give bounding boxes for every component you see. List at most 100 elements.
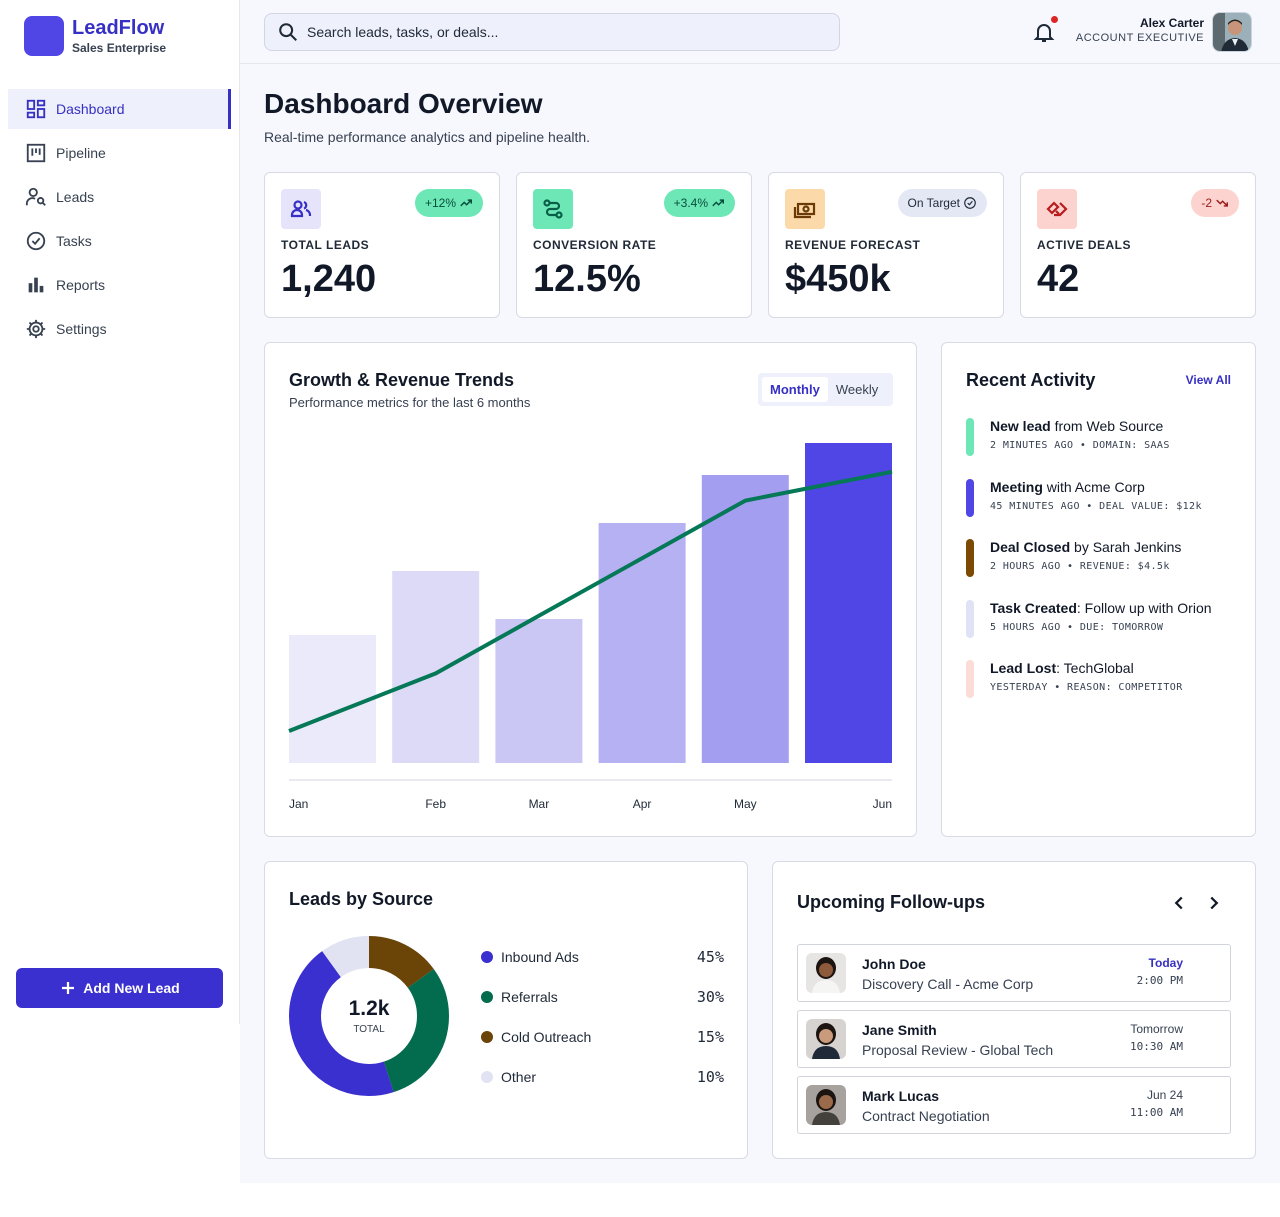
period-toggle: Monthly Weekly [758, 373, 893, 406]
chart-bar-may[interactable] [701, 475, 789, 763]
sidebar-item-leads[interactable]: Leads [8, 177, 231, 217]
stat-label: TOTAL LEADS [281, 238, 370, 252]
growth-trends-subtitle: Performance metrics for the last 6 month… [289, 395, 531, 410]
activity-title-rest: : TechGlobal [1056, 660, 1134, 676]
sidebar-item-settings[interactable]: Settings [8, 309, 231, 349]
activity-indicator [966, 600, 974, 638]
recent-activity-card: Recent Activity View All New lead from W… [941, 342, 1256, 837]
chart-bar-jan[interactable] [289, 635, 376, 763]
stat-value: 12.5% [533, 258, 641, 300]
chevron-left-icon[interactable] [1168, 892, 1190, 914]
sidebar-item-label: Pipeline [56, 145, 106, 161]
stat-badge-text: +3.4% [673, 196, 708, 210]
followup-time: 11:00 AM [1130, 1106, 1183, 1119]
chevron-right-icon[interactable] [1203, 892, 1225, 914]
contact-avatar [806, 1019, 846, 1059]
brand-subtitle: Sales Enterprise [72, 41, 167, 55]
upcoming-followups-card: Upcoming Follow-ups John Doe Discovery Ca… [772, 861, 1256, 1159]
sidebar-item-reports[interactable]: Reports [8, 265, 231, 305]
growth-trends-card: Growth & Revenue Trends Performance metr… [264, 342, 917, 837]
followup-row[interactable]: Mark Lucas Contract Negotiation Jun 24 11:0… [797, 1076, 1231, 1134]
legend-item: Referrals 30% [481, 987, 724, 1007]
brand-logo [24, 16, 64, 56]
followup-task: Discovery Call - Acme Corp [862, 976, 1034, 992]
chart-bar-feb[interactable] [392, 571, 480, 763]
activity-item[interactable]: Lead Lost: TechGlobal YESTERDAY • REASON:… [966, 660, 1236, 700]
stat-badge: +3.4% [663, 189, 735, 217]
search-input[interactable] [307, 24, 827, 40]
contact-name: Mark Lucas [862, 1088, 940, 1104]
followup-row[interactable]: Jane Smith Proposal Review - Global Tech T… [797, 1010, 1231, 1068]
activity-title-rest: with Acme Corp [1042, 479, 1145, 495]
activity-meta: 2 HOURS AGO • REVENUE: $4.5k [990, 561, 1170, 572]
chart-bar-jun[interactable] [805, 443, 892, 763]
legend-label: Inbound Ads [501, 949, 579, 965]
dashboard-icon [26, 99, 46, 119]
activity-title-bold: Lead Lost [990, 660, 1057, 676]
stat-badge-text: +12% [424, 196, 456, 210]
activity-meta: 2 MINUTES AGO • DOMAIN: SAAS [990, 440, 1170, 451]
donut-slice-inbound-ads[interactable] [289, 936, 449, 1096]
trend-line [288, 469, 893, 733]
activity-item[interactable]: New lead from Web Source 2 MINUTES AGO • … [966, 418, 1236, 458]
legend-value: 30% [696, 988, 724, 1006]
stat-value: $450k [785, 258, 891, 300]
x-tick-label: Feb [425, 797, 446, 811]
toggle-weekly[interactable]: Weekly [835, 382, 879, 397]
activity-indicator [966, 539, 974, 577]
upcoming-followups-title: Upcoming Follow-ups [797, 892, 985, 912]
activity-item[interactable]: Task Created: Follow up with Orion 5 HOUR… [966, 600, 1236, 640]
legend-item: Other 10% [481, 1067, 724, 1087]
legend-label: Referrals [501, 989, 558, 1005]
sidebar-item-dashboard[interactable]: Dashboard [8, 89, 231, 129]
chart-bar-mar[interactable] [495, 619, 583, 763]
activity-meta: 5 HOURS AGO • DUE: TOMORROW [990, 622, 1164, 633]
stat-badge: On Target [897, 189, 987, 217]
add-new-lead-label: Add New Lead [83, 980, 180, 996]
activity-title-bold: Task Created [990, 600, 1077, 616]
growth-trends-title: Growth & Revenue Trends [289, 370, 515, 390]
notification-bell-icon[interactable] [1032, 20, 1056, 44]
stat-value: 1,240 [281, 258, 377, 300]
notification-dot [1051, 16, 1058, 23]
legend-value: 10% [696, 1068, 724, 1086]
x-tick-label: Jan [289, 797, 308, 811]
add-new-lead-button[interactable]: Add New Lead [16, 968, 223, 1008]
toggle-monthly[interactable]: Monthly [762, 377, 828, 402]
legend-dot [481, 991, 493, 1003]
page-subtitle: Real-time performance analytics and pipe… [264, 129, 591, 145]
activity-title-rest: by Sarah Jenkins [1070, 539, 1182, 555]
view-all-link[interactable]: View All [1185, 373, 1231, 387]
stat-card-active-deals: -2 ACTIVE DEALS 42 [1020, 172, 1256, 318]
user-info[interactable]: Alex Carter ACCOUNT EXECUTIVE [1076, 16, 1204, 46]
leads-by-source-card: Leads by Source 1.2k TOTAL Inbound Ads 45… [264, 861, 748, 1159]
sidebar-item-tasks[interactable]: Tasks [8, 221, 231, 261]
stat-label: ACTIVE DEALS [1037, 238, 1132, 252]
followup-row[interactable]: John Doe Discovery Call - Acme Corp Today 2… [797, 944, 1231, 1002]
activity-item[interactable]: Deal Closed by Sarah Jenkins 2 HOURS AGO … [966, 539, 1236, 579]
legend-label: Other [501, 1069, 537, 1085]
growth-chart: Jan Feb Mar Apr May Jun [288, 443, 893, 811]
main-content: Alex Carter ACCOUNT EXECUTIVE Dashboard … [240, 0, 1280, 1183]
donut-total-value: 1.2k [348, 997, 390, 1020]
followup-day: Jun 24 [1146, 1088, 1183, 1102]
activity-title: Deal Closed by Sarah Jenkins [990, 539, 1181, 555]
sidebar-item-label: Leads [56, 189, 95, 205]
sidebar: LeadFlow Sales Enterprise Dashboard Pipe… [0, 0, 240, 1024]
payments-icon [793, 202, 816, 219]
contact-avatar [806, 1085, 846, 1125]
stat-icon-box [533, 189, 573, 229]
x-tick-label: May [734, 797, 757, 811]
chart-bar-apr[interactable] [598, 523, 686, 763]
user-avatar[interactable] [1212, 12, 1252, 52]
activity-title-bold: Deal Closed [990, 539, 1071, 555]
sidebar-item-pipeline[interactable]: Pipeline [8, 133, 231, 173]
activity-item[interactable]: Meeting with Acme Corp 45 MINUTES AGO • D… [966, 479, 1236, 519]
search-icon [279, 23, 297, 41]
donut-slice-referrals[interactable] [289, 936, 449, 1096]
donut-slice-other[interactable] [289, 936, 449, 1096]
brand: LeadFlow Sales Enterprise [24, 16, 166, 56]
sidebar-nav: Dashboard Pipeline Leads Tasks Reports S… [8, 89, 231, 353]
stat-label: CONVERSION RATE [533, 238, 657, 252]
activity-indicator [966, 418, 974, 456]
